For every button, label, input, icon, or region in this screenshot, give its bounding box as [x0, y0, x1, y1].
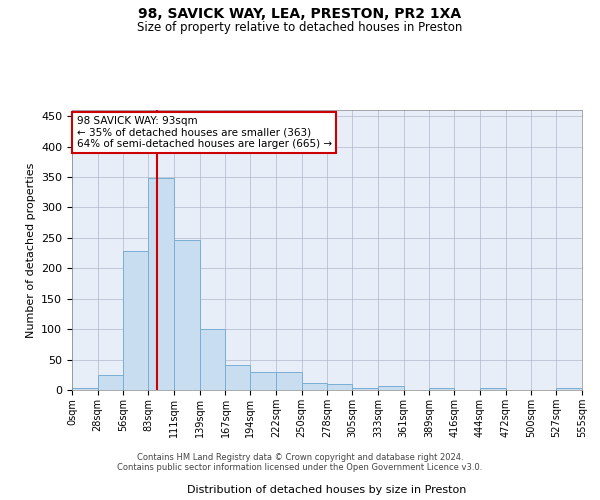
Bar [98, 375, 124, 390]
Bar [556, 388, 582, 390]
Text: Distribution of detached houses by size in Preston: Distribution of detached houses by size … [187, 485, 467, 495]
Bar [226, 365, 250, 390]
Y-axis label: Number of detached properties: Number of detached properties [26, 162, 35, 338]
Bar [250, 372, 276, 390]
Text: Contains HM Land Registry data © Crown copyright and database right 2024.: Contains HM Land Registry data © Crown c… [137, 454, 463, 462]
Bar [480, 388, 506, 390]
Bar [124, 251, 148, 390]
Text: 98, SAVICK WAY, LEA, PRESTON, PR2 1XA: 98, SAVICK WAY, LEA, PRESTON, PR2 1XA [139, 8, 461, 22]
Bar [302, 382, 328, 390]
Bar [72, 388, 98, 390]
Bar [378, 386, 404, 390]
Text: Size of property relative to detached houses in Preston: Size of property relative to detached ho… [137, 21, 463, 34]
Bar [148, 178, 174, 390]
Bar [174, 240, 200, 390]
Bar [430, 388, 454, 390]
Text: Contains public sector information licensed under the Open Government Licence v3: Contains public sector information licen… [118, 464, 482, 472]
Bar [328, 384, 352, 390]
Text: 98 SAVICK WAY: 93sqm
← 35% of detached houses are smaller (363)
64% of semi-deta: 98 SAVICK WAY: 93sqm ← 35% of detached h… [77, 116, 332, 150]
Bar [200, 329, 226, 390]
Bar [276, 372, 302, 390]
Bar [352, 388, 378, 390]
